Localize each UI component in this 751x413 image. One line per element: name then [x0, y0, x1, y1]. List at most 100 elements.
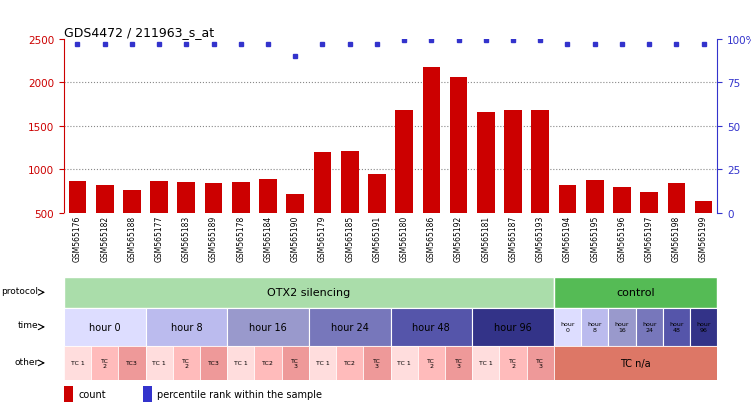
Bar — [423, 68, 440, 256]
Bar — [200, 346, 227, 380]
Bar — [314, 152, 331, 256]
Text: TC3: TC3 — [126, 361, 138, 366]
Bar — [309, 308, 391, 346]
Text: TC
3: TC 3 — [373, 358, 381, 368]
Text: GSM565180: GSM565180 — [400, 215, 409, 261]
Bar — [368, 175, 386, 256]
Text: GSM565198: GSM565198 — [672, 215, 681, 261]
Bar — [232, 183, 249, 256]
Text: hour
96: hour 96 — [696, 322, 711, 332]
Bar — [64, 346, 91, 380]
Text: GSM565176: GSM565176 — [73, 215, 82, 261]
Text: TC
2: TC 2 — [182, 358, 190, 368]
Bar — [554, 346, 717, 380]
Bar — [341, 152, 358, 256]
Text: hour 16: hour 16 — [249, 322, 287, 332]
Text: GSM565178: GSM565178 — [237, 215, 246, 261]
Bar — [227, 308, 309, 346]
Bar — [391, 346, 418, 380]
Bar — [472, 308, 554, 346]
Text: GSM565190: GSM565190 — [291, 215, 300, 261]
Text: GSM565182: GSM565182 — [100, 215, 109, 261]
Text: count: count — [78, 389, 106, 399]
Bar — [119, 346, 146, 380]
Text: TC3: TC3 — [207, 361, 219, 366]
Bar — [363, 346, 391, 380]
Text: hour 96: hour 96 — [494, 322, 532, 332]
Bar — [635, 308, 662, 346]
Bar — [554, 277, 717, 308]
Text: GSM565199: GSM565199 — [699, 215, 708, 261]
Text: GSM565186: GSM565186 — [427, 215, 436, 261]
Bar — [146, 308, 227, 346]
Text: GSM565194: GSM565194 — [563, 215, 572, 261]
Bar — [499, 346, 526, 380]
Text: hour 48: hour 48 — [412, 322, 451, 332]
Bar — [177, 183, 195, 256]
Text: GSM565181: GSM565181 — [481, 215, 490, 261]
Text: hour
8: hour 8 — [587, 322, 602, 332]
Text: GSM565184: GSM565184 — [264, 215, 273, 261]
Bar — [64, 308, 146, 346]
Text: TC2: TC2 — [262, 361, 274, 366]
Bar — [526, 346, 554, 380]
Bar — [418, 346, 445, 380]
Text: GSM565187: GSM565187 — [508, 215, 517, 261]
Text: protocol: protocol — [2, 287, 38, 296]
Bar — [690, 308, 717, 346]
Bar — [146, 346, 173, 380]
Text: TC 1: TC 1 — [397, 361, 411, 366]
Bar — [282, 346, 309, 380]
Bar — [586, 181, 604, 256]
Bar — [259, 179, 277, 256]
Text: TC2: TC2 — [344, 361, 356, 366]
Bar — [64, 386, 73, 401]
Text: GSM565193: GSM565193 — [535, 215, 544, 261]
Bar — [391, 308, 472, 346]
Text: hour 8: hour 8 — [170, 322, 202, 332]
Bar — [68, 182, 86, 256]
Bar — [477, 112, 495, 256]
Text: hour
0: hour 0 — [560, 322, 575, 332]
Text: time: time — [18, 321, 38, 330]
Bar — [143, 386, 152, 401]
Text: TC 1: TC 1 — [234, 361, 248, 366]
Text: hour 0: hour 0 — [89, 322, 120, 332]
Text: TC
2: TC 2 — [101, 358, 109, 368]
Bar — [336, 346, 363, 380]
Text: GDS4472 / 211963_s_at: GDS4472 / 211963_s_at — [64, 26, 214, 38]
Bar — [150, 182, 168, 256]
Bar — [205, 184, 222, 256]
Text: GSM565196: GSM565196 — [617, 215, 626, 261]
Bar — [668, 184, 685, 256]
Text: hour 24: hour 24 — [330, 322, 369, 332]
Text: GSM565179: GSM565179 — [318, 215, 327, 261]
Text: control: control — [617, 287, 655, 298]
Bar — [608, 308, 635, 346]
Text: TC 1: TC 1 — [152, 361, 166, 366]
Text: hour
16: hour 16 — [614, 322, 629, 332]
Bar — [559, 185, 576, 256]
Text: GSM565185: GSM565185 — [345, 215, 354, 261]
Text: GSM565191: GSM565191 — [372, 215, 382, 261]
Text: TC 1: TC 1 — [479, 361, 493, 366]
Text: percentile rank within the sample: percentile rank within the sample — [157, 389, 322, 399]
Bar — [641, 192, 658, 256]
Text: TC
3: TC 3 — [291, 358, 299, 368]
Bar — [695, 202, 713, 256]
Bar — [123, 190, 140, 256]
Text: TC
3: TC 3 — [454, 358, 463, 368]
Text: GSM565189: GSM565189 — [209, 215, 218, 261]
Bar — [395, 111, 413, 256]
Bar — [532, 111, 549, 256]
Bar — [173, 346, 200, 380]
Text: TC n/a: TC n/a — [620, 358, 651, 368]
Bar — [581, 308, 608, 346]
Bar — [472, 346, 499, 380]
Bar — [445, 346, 472, 380]
Text: TC
2: TC 2 — [427, 358, 436, 368]
Bar — [91, 346, 119, 380]
Bar — [554, 308, 581, 346]
Text: GSM565188: GSM565188 — [128, 215, 137, 261]
Text: GSM565192: GSM565192 — [454, 215, 463, 261]
